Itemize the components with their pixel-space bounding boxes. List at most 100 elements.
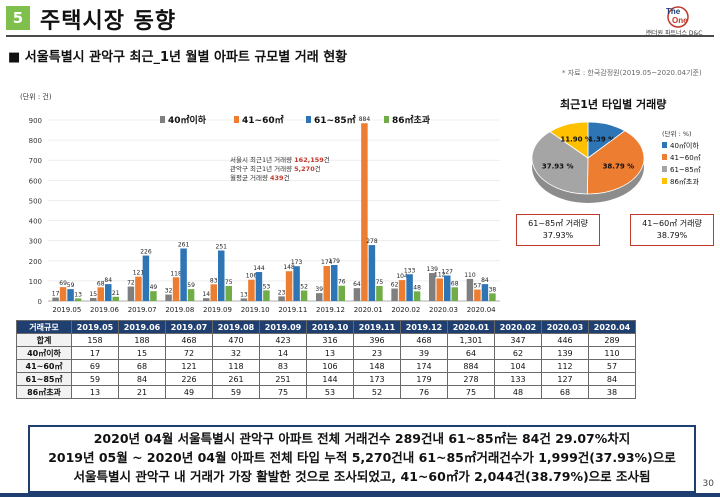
table-cell: 396 xyxy=(353,333,401,347)
table-cell: 1,301 xyxy=(447,333,495,347)
logo-text-bottom: ㈜더원 파트너스 D&C xyxy=(646,29,702,37)
table-cell: 64 xyxy=(447,346,495,360)
company-logo: The One ㈜더원 파트너스 D&C xyxy=(646,6,702,37)
bar-value-label: 57 xyxy=(474,283,482,290)
bar-value-label: 75 xyxy=(376,279,384,286)
bar-value-label: 23 xyxy=(278,289,286,296)
table-col-header: 2019.07 xyxy=(165,320,213,334)
table-cell: 48 xyxy=(494,385,542,399)
bar-value-label: 226 xyxy=(140,249,152,256)
bar xyxy=(165,294,172,301)
bar xyxy=(398,280,406,301)
legend-label: 86㎡초과 xyxy=(392,114,431,126)
legend-label: 61~85㎡ xyxy=(314,114,356,126)
chart-subtitle: ■ 서울특별시 관악구 최근_1년 월별 아파트 규모별 거래 현황 xyxy=(8,50,348,65)
x-tick-label: 2020.02 xyxy=(391,306,420,314)
bar-value-label: 17 xyxy=(52,291,60,298)
bar xyxy=(180,248,187,301)
title-underline xyxy=(6,35,714,37)
x-tick-label: 2020.03 xyxy=(429,306,458,314)
table-row-label: 61~85㎡ xyxy=(16,372,72,386)
bar-value-label: 179 xyxy=(329,258,341,265)
table-cell: 59 xyxy=(71,372,119,386)
table-cell: 468 xyxy=(400,333,448,347)
table-col-header: 2019.11 xyxy=(353,320,401,334)
annotation-line: 관악구 최근1년 거래량 5,270건 xyxy=(230,164,321,173)
table-cell: 15 xyxy=(118,346,166,360)
bar-value-label: 139 xyxy=(427,266,439,273)
logo-text-top: The xyxy=(666,7,681,16)
table-cell: 49 xyxy=(165,385,213,399)
bar-value-label: 148 xyxy=(283,264,295,271)
table-cell: 72 xyxy=(165,346,213,360)
table-cell: 106 xyxy=(306,359,354,373)
annotation-label: 관악구 최근1년 거래량 xyxy=(230,164,294,173)
pie-slice xyxy=(549,121,589,159)
pie-slice-label: 37.93 % xyxy=(542,163,574,171)
pie-legend-swatch xyxy=(662,154,667,160)
table-cell: 17 xyxy=(71,346,119,360)
bar xyxy=(300,290,308,301)
bar-value-label: 21 xyxy=(112,290,120,297)
table-row: 40㎡이하 17 15 72 32 14 13 23 39 64 62 139 110 xyxy=(16,346,636,360)
callout-41-60-line1: 41~60㎡ 거래량 xyxy=(642,219,702,228)
table-corner-label: 거래규모 xyxy=(16,320,72,334)
bar xyxy=(489,293,496,301)
pie-slice xyxy=(586,130,645,195)
bar xyxy=(263,290,270,301)
x-tick-label: 2019.09 xyxy=(203,306,232,314)
table-cell: 69 xyxy=(71,359,119,373)
bar xyxy=(67,289,74,301)
table-col-header: 2019.12 xyxy=(400,320,448,334)
y-tick-label: 900 xyxy=(29,117,42,125)
table-cell: 32 xyxy=(212,346,260,360)
table-cell: 38 xyxy=(588,385,636,399)
table-cell: 68 xyxy=(118,359,166,373)
table-col-header: 2019.09 xyxy=(259,320,307,334)
callout-61-85-line1: 61~85㎡ 거래량 xyxy=(528,219,588,228)
table-cell: 261 xyxy=(212,372,260,386)
table-cell: 104 xyxy=(494,359,542,373)
pie-legend-swatch xyxy=(662,166,667,172)
bar-value-label: 84 xyxy=(481,277,489,284)
x-tick-label: 2020.04 xyxy=(467,306,496,314)
bar-value-label: 251 xyxy=(216,244,228,251)
table-cell: 75 xyxy=(259,385,307,399)
table-header-row: 거래규모 2019.05 2019.06 2019.07 2019.08 201… xyxy=(16,320,636,334)
bar xyxy=(127,286,135,301)
table-cell: 76 xyxy=(400,385,448,399)
bar-value-label: 104 xyxy=(396,273,408,280)
x-tick-label: 2019.07 xyxy=(128,306,157,314)
bar xyxy=(278,296,285,301)
table-cell: 173 xyxy=(353,372,401,386)
bar-value-label: 173 xyxy=(291,259,303,266)
bar xyxy=(225,285,232,301)
table-cell: 148 xyxy=(353,359,401,373)
bar-value-label: 174 xyxy=(321,259,333,266)
table-cell: 226 xyxy=(165,372,213,386)
pie-slice-label: 38.79 % xyxy=(603,162,635,170)
bar xyxy=(436,278,443,301)
annotation-line: 월평균 거래량 439건 xyxy=(230,173,290,182)
bar xyxy=(150,291,157,301)
table-cell: 121 xyxy=(165,359,213,373)
bar-value-label: 39 xyxy=(315,286,323,293)
x-tick-label: 2019.11 xyxy=(278,306,307,314)
annotation-unit: 건 xyxy=(324,155,330,164)
legend-swatch xyxy=(160,116,165,123)
pie-legend-label: 40㎡이하 xyxy=(670,141,699,150)
table-cell: 57 xyxy=(588,359,636,373)
annotation-label: 서울시 최근1년 거래량 xyxy=(230,155,294,164)
pie-legend-swatch xyxy=(662,142,667,148)
bar-value-label: 884 xyxy=(359,116,371,123)
table-cell: 347 xyxy=(494,333,542,347)
bar-value-label: 127 xyxy=(442,268,454,275)
y-tick-label: 800 xyxy=(29,137,42,145)
table-cell: 59 xyxy=(212,385,260,399)
bar xyxy=(316,293,323,301)
bar-value-label: 62 xyxy=(391,282,399,289)
bar xyxy=(74,298,82,301)
bar-value-label: 48 xyxy=(413,284,421,291)
table-cell: 468 xyxy=(165,333,213,347)
bar xyxy=(338,285,345,301)
